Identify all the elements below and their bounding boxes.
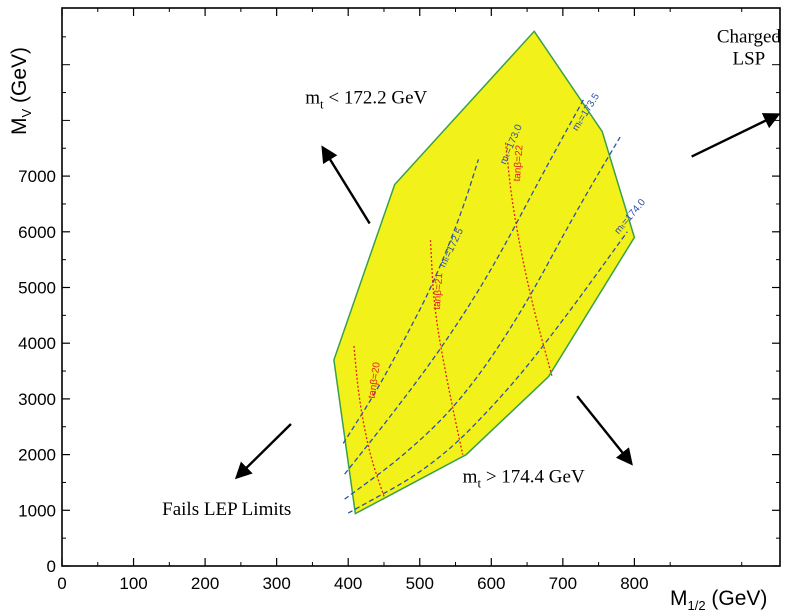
tanb-contour-label-2: tanβ=22 — [512, 144, 526, 182]
mt-contour-0 — [342, 159, 480, 444]
y-tick-label-2000: 2000 — [18, 446, 56, 465]
x-tick-label-600: 600 — [477, 574, 505, 593]
tanb-contour-label-0: tanβ=20 — [367, 361, 383, 399]
mt-low-arrow — [321, 145, 371, 225]
y-tick-label-4000: 4000 — [18, 334, 56, 353]
x-tick-label-100: 100 — [119, 574, 147, 593]
mt-high-label: mt > 174.4 GeV — [463, 466, 585, 490]
x-tick-label-800: 800 — [620, 574, 648, 593]
fails-lep-label-0: Fails LEP Limits — [162, 499, 291, 520]
y-tick-label-3000: 3000 — [18, 390, 56, 409]
y-tick-label-1000: 1000 — [18, 501, 56, 520]
charged-lsp-label-1: LSP — [733, 48, 766, 69]
mt-contour-1 — [344, 97, 585, 475]
x-tick-label-400: 400 — [334, 574, 362, 593]
y-tick-label-5000: 5000 — [18, 279, 56, 298]
x-tick-label-300: 300 — [262, 574, 290, 593]
charged-lsp-arrow — [691, 113, 781, 158]
y-tick-label-7000: 7000 — [18, 167, 56, 186]
mt-low-label: mt < 172.2 GeV — [305, 88, 427, 112]
x-axis-label: M1/2 (GeV) — [670, 587, 767, 612]
tanb-contour-label-1: tanβ=21 — [432, 272, 446, 310]
mt-contour-2 — [344, 136, 621, 500]
fails-lep-arrow — [234, 423, 292, 480]
y-tick-label-6000: 6000 — [18, 223, 56, 242]
y-axis-label: MV (GeV) — [8, 47, 34, 135]
mt-high-arrow — [576, 395, 633, 466]
allowed-region — [333, 30, 636, 515]
x-tick-label-700: 700 — [549, 574, 577, 593]
x-tick-label-200: 200 — [191, 574, 219, 593]
charged-lsp-label-0: Charged — [717, 26, 782, 47]
y-tick-label-0: 0 — [47, 557, 56, 576]
mt-contour-3 — [347, 231, 628, 514]
x-tick-label-500: 500 — [406, 574, 434, 593]
tanb-contour-0 — [353, 345, 385, 497]
x-tick-label-0: 0 — [57, 574, 66, 593]
